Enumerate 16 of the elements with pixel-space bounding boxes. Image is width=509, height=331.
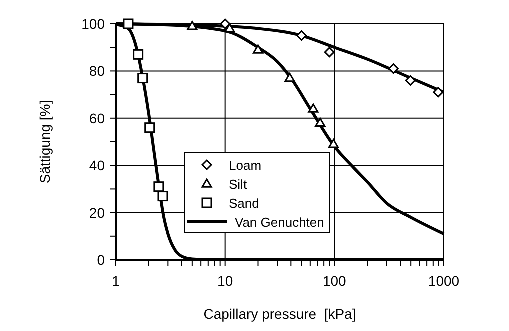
y-tick-label: 60 <box>89 110 106 126</box>
x-tick-label: 100 <box>322 273 347 289</box>
y-tick-label: 80 <box>89 63 106 80</box>
y-tick-label: 40 <box>89 158 106 174</box>
y-axis-title: Sättigung [%] <box>37 100 53 184</box>
x-tick-label: 10 <box>218 273 234 289</box>
legend-label: Loam <box>229 158 262 173</box>
y-tick-label: 20 <box>89 204 106 221</box>
y-tick-label: 100 <box>82 16 106 32</box>
legend-label: Silt <box>229 177 248 192</box>
x-axis-title: Capillary pressure [kPa] <box>204 306 356 322</box>
x-tick-label: 1000 <box>428 273 460 289</box>
legend-label: Van Genuchten <box>235 215 324 230</box>
legend-label: Sand <box>229 196 260 211</box>
x-tick-label: 1 <box>112 273 120 289</box>
y-tick-label: 0 <box>97 252 106 268</box>
